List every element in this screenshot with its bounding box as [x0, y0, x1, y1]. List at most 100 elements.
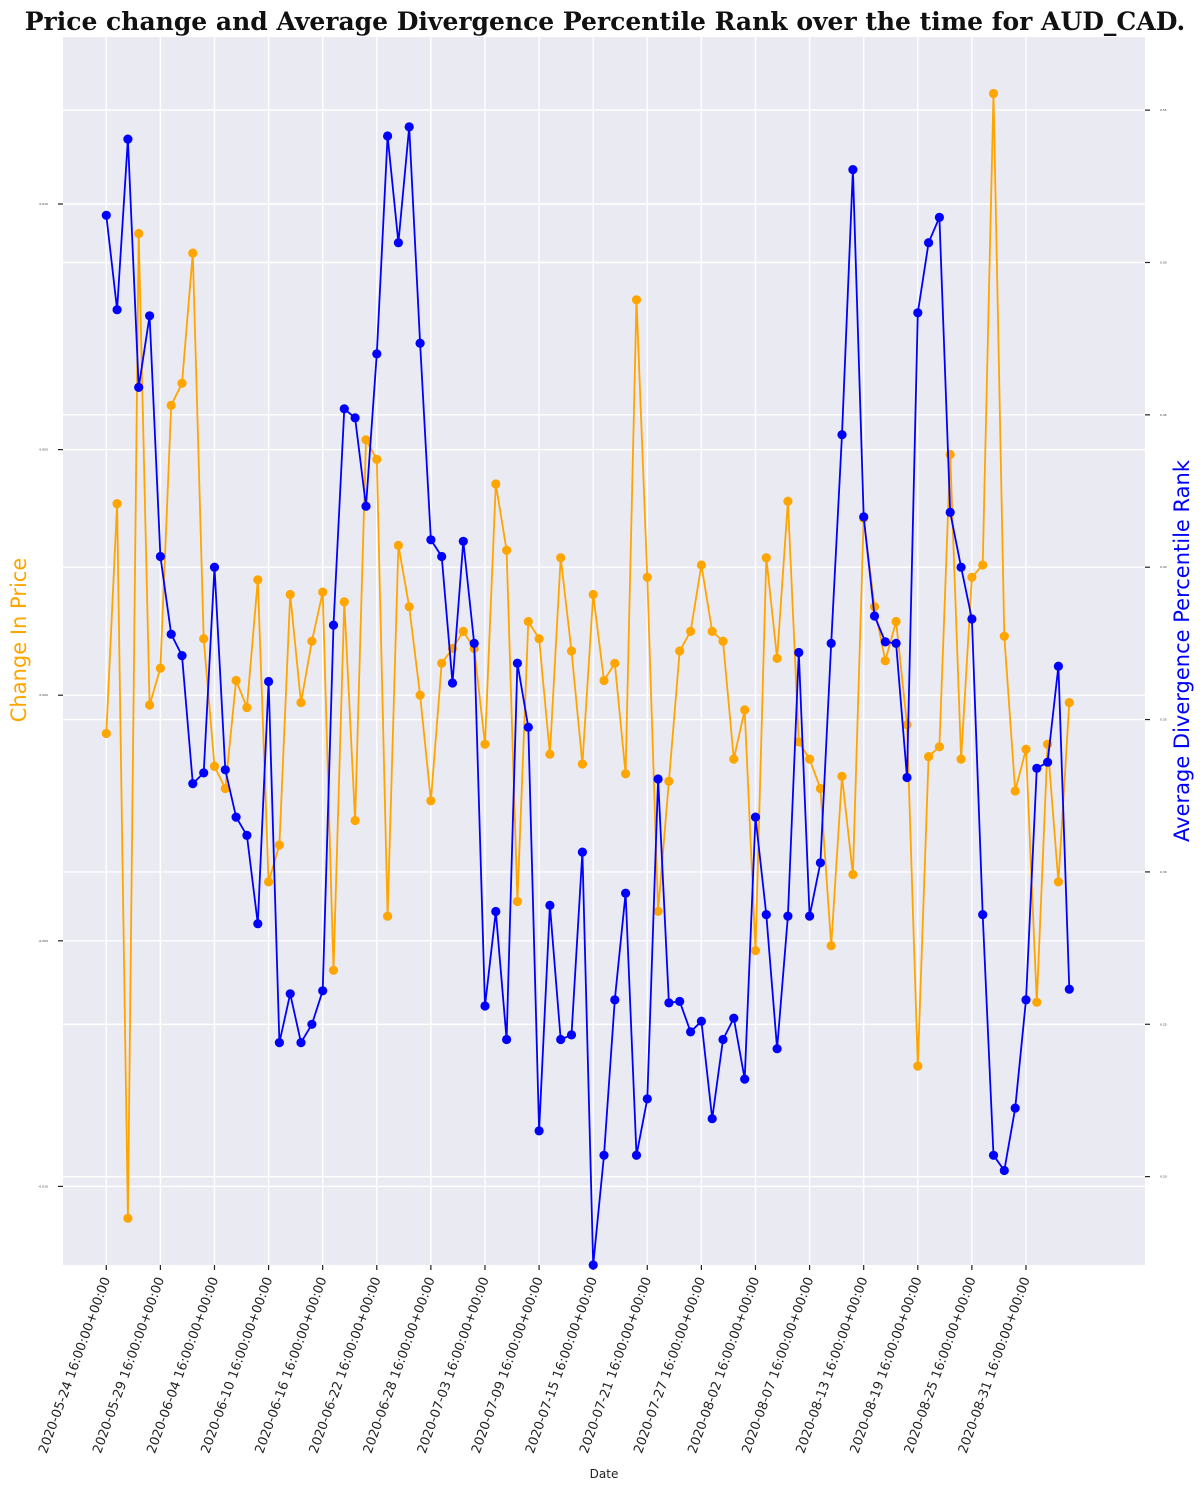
divergence-rank-series: [101, 122, 1074, 1270]
divergence-rank-point: [859, 512, 869, 522]
y-left-tick-label: 0.000: [39, 693, 48, 697]
price-change-point: [393, 540, 403, 551]
price-change-point: [945, 449, 955, 460]
divergence-rank-point: [534, 1126, 544, 1136]
divergence-rank-point: [480, 1001, 490, 1011]
divergence-rank-point: [924, 238, 934, 248]
y-right-tick-label: 0.40: [1160, 565, 1167, 569]
price-change-point: [534, 634, 544, 644]
divergence-rank-point: [447, 678, 458, 688]
divergence-rank-point: [566, 1030, 577, 1040]
divergence-rank-point: [274, 1038, 284, 1048]
divergence-rank-point: [112, 305, 122, 315]
price-change-point: [296, 698, 306, 708]
price-change-point: [1032, 997, 1042, 1007]
price-change-point: [718, 636, 728, 646]
divergence-rank-point: [967, 614, 977, 624]
divergence-rank-point: [209, 562, 220, 572]
divergence-rank-point: [1032, 763, 1042, 773]
divergence-rank-point: [458, 536, 468, 546]
divergence-rank-point: [426, 535, 436, 545]
price-change-point: [566, 646, 577, 656]
price-change-point: [458, 626, 468, 637]
price-change-point: [815, 783, 826, 794]
price-change-point: [891, 616, 901, 627]
y-right-tick-label: 0.50: [1160, 260, 1167, 264]
price-change-point: [339, 597, 349, 607]
price-change-point: [967, 572, 977, 582]
price-change-point: [1064, 698, 1074, 708]
divergence-rank-point: [469, 638, 479, 649]
divergence-rank-point: [264, 676, 274, 687]
plot-area: [63, 37, 1145, 1265]
price-change-point: [902, 720, 912, 730]
divergence-rank-point: [642, 1094, 652, 1104]
x-axis-label: Date: [590, 1467, 619, 1481]
price-change-point: [350, 815, 360, 826]
divergence-rank-point: [285, 989, 295, 999]
divergence-rank-point: [1053, 661, 1063, 671]
divergence-rank-point: [686, 1027, 696, 1037]
price-change-point: [523, 616, 533, 627]
divergence-rank-point: [848, 165, 858, 175]
divergence-rank-point: [653, 774, 663, 784]
price-change-point: [924, 752, 934, 762]
divergence-rank-line: [105, 126, 1071, 1266]
divergence-rank-point: [545, 900, 555, 911]
price-change-point: [415, 690, 425, 700]
price-change-point: [696, 560, 707, 570]
divergence-rank-point: [880, 637, 890, 647]
price-change-point: [253, 575, 263, 585]
divergence-rank-point: [826, 638, 836, 649]
divergence-rank-point: [253, 919, 263, 929]
divergence-rank-point: [696, 1016, 707, 1026]
divergence-rank-point: [577, 847, 588, 857]
price-change-point: [848, 869, 858, 880]
price-change-point: [437, 658, 447, 668]
divergence-rank-point: [339, 404, 349, 414]
divergence-rank-point: [783, 911, 793, 921]
y-left-tick-label: 0.010: [39, 202, 48, 206]
divergence-rank-point: [523, 722, 533, 732]
divergence-rank-point: [631, 1150, 642, 1160]
divergence-rank-point: [1064, 984, 1074, 994]
price-change-point: [101, 728, 111, 739]
divergence-rank-point: [978, 910, 988, 920]
price-change-point: [383, 911, 393, 921]
divergence-rank-point: [318, 986, 328, 996]
price-change-point: [145, 700, 155, 710]
divergence-rank-point: [794, 647, 804, 658]
price-change-point: [502, 545, 512, 555]
divergence-rank-point: [383, 131, 393, 141]
divergence-rank-point: [1010, 1103, 1020, 1113]
price-change-point: [978, 560, 988, 570]
divergence-rank-point: [988, 1150, 999, 1160]
price-change-point: [209, 761, 220, 772]
divergence-rank-point: [934, 212, 945, 222]
price-change-point: [631, 295, 642, 305]
divergence-rank-point: [415, 338, 425, 348]
divergence-rank-point: [945, 507, 955, 517]
divergence-rank-point: [869, 611, 880, 621]
price-change-point: [188, 248, 198, 258]
price-change-point: [134, 228, 144, 239]
price-change-point: [794, 737, 804, 747]
y-axis-right-label: Average Divergence Percentile Rank: [1170, 459, 1194, 842]
divergence-rank-point: [1021, 995, 1031, 1005]
divergence-rank-point: [761, 910, 771, 920]
divergence-rank-point: [891, 638, 901, 649]
divergence-rank-point: [307, 1019, 317, 1029]
price-change-point: [112, 499, 122, 509]
price-change-point: [729, 754, 739, 764]
y-right-tick-label: 0.20: [1160, 1175, 1167, 1179]
price-change-point: [783, 496, 793, 506]
price-change-point: [1010, 786, 1020, 796]
price-change-point: [837, 771, 847, 781]
price-change-point: [675, 646, 685, 656]
y-left-tick-label: 0.005: [39, 448, 48, 452]
price-change-point: [653, 906, 663, 916]
y-right-tick-label: 0.30: [1160, 870, 1167, 874]
divergence-rank-point: [729, 1013, 739, 1023]
price-change-point: [177, 378, 187, 388]
